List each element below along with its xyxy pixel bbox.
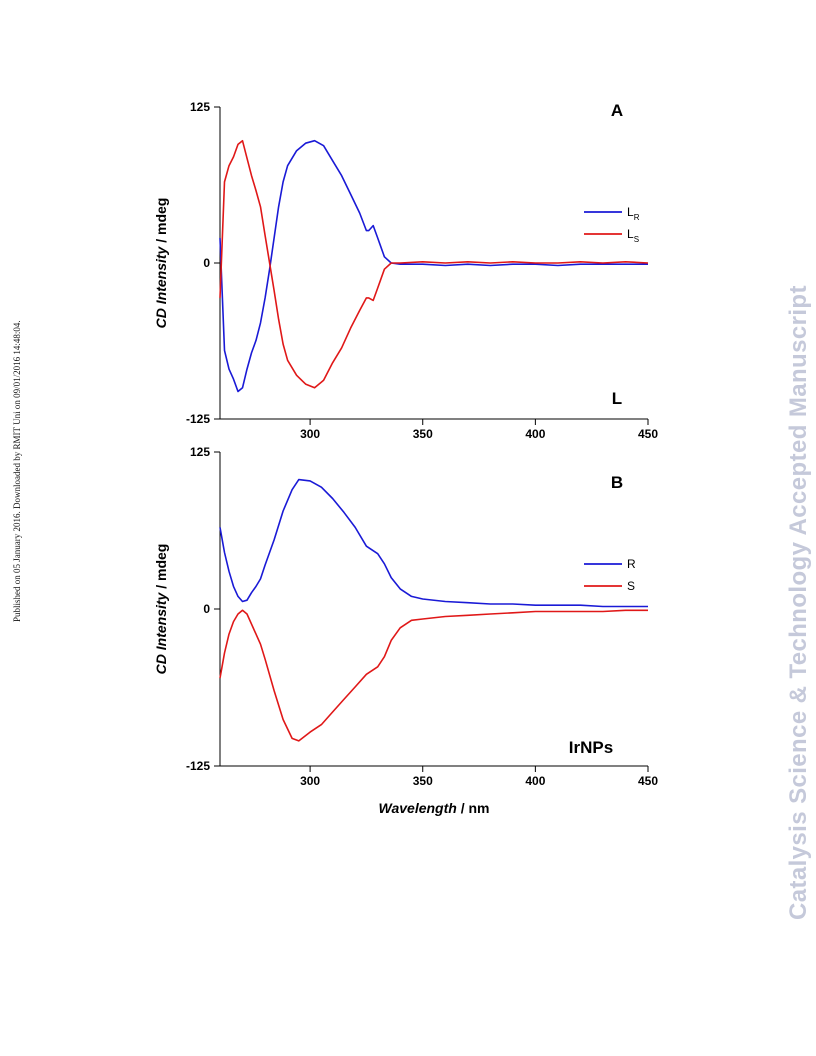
legend-label: R <box>627 557 636 571</box>
panel-corner-label: IrNPs <box>569 738 613 757</box>
legend-label: LS <box>627 227 639 244</box>
series-line-ls <box>219 139 649 389</box>
x-tick-label: 300 <box>300 774 320 788</box>
y-axis-title: CD Intensity / mdeg <box>153 198 169 329</box>
y-tick-label: 0 <box>203 602 210 616</box>
y-tick-label: -125 <box>186 412 210 426</box>
panel-corner-label: L <box>612 389 622 408</box>
x-tick-label: 400 <box>525 774 545 788</box>
y-tick-label: 0 <box>203 256 210 270</box>
panel-letter: B <box>611 473 623 492</box>
series-line-lr <box>219 139 648 393</box>
x-tick-label: 350 <box>413 427 433 441</box>
panel-letter: A <box>611 101 623 120</box>
legend-label: LR <box>627 205 640 222</box>
chart-panel-a: 125 0 -125 300 350 400 450 CD Intensity / mdeg A… <box>153 100 658 441</box>
series-line-r <box>219 478 648 608</box>
y-tick-label: -125 <box>186 759 210 773</box>
legend-label: S <box>627 579 635 593</box>
y-tick-label: 125 <box>190 445 210 459</box>
y-axis-title: CD Intensity / mdeg <box>153 544 169 675</box>
chart-panel-b: 125 0 -125 300 350 400 450 CD Intensity / mdeg W… <box>153 445 658 816</box>
x-tick-label: 450 <box>638 774 658 788</box>
x-axis-title: Wavelength / nm <box>379 800 490 816</box>
x-tick-label: 450 <box>638 427 658 441</box>
x-tick-label: 300 <box>300 427 320 441</box>
x-tick-label: 350 <box>413 774 433 788</box>
y-tick-label: 125 <box>190 100 210 114</box>
x-tick-label: 400 <box>525 427 545 441</box>
series-line-s <box>219 609 648 742</box>
